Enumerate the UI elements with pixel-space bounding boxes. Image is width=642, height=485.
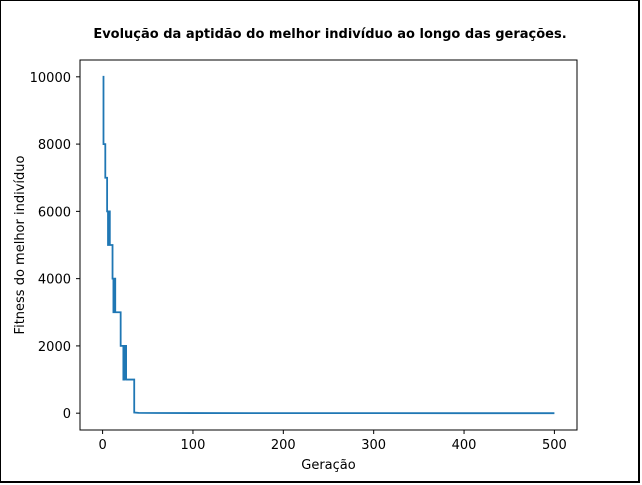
x-tick-label: 300 (361, 438, 386, 453)
x-tick-label: 100 (181, 438, 206, 453)
x-tick-label: 200 (271, 438, 296, 453)
x-tick-label: 0 (98, 438, 106, 453)
y-tick-label: 6000 (38, 205, 71, 220)
y-tick-label: 0 (63, 407, 71, 422)
y-tick-label: 10000 (30, 71, 71, 86)
plot-area (79, 59, 578, 431)
y-tick-label: 4000 (38, 273, 71, 288)
x-axis-label: Geração (301, 458, 355, 473)
y-axis-label: Fitness do melhor indivíduo (13, 156, 28, 335)
x-tick-label: 400 (452, 438, 477, 453)
y-tick-label: 8000 (38, 138, 71, 153)
series-line (102, 75, 555, 415)
x-tick-label: 500 (542, 438, 567, 453)
chart-title: Evolução da aptidão do melhor indivíduo … (93, 27, 567, 42)
y-tick-label: 2000 (38, 340, 71, 355)
